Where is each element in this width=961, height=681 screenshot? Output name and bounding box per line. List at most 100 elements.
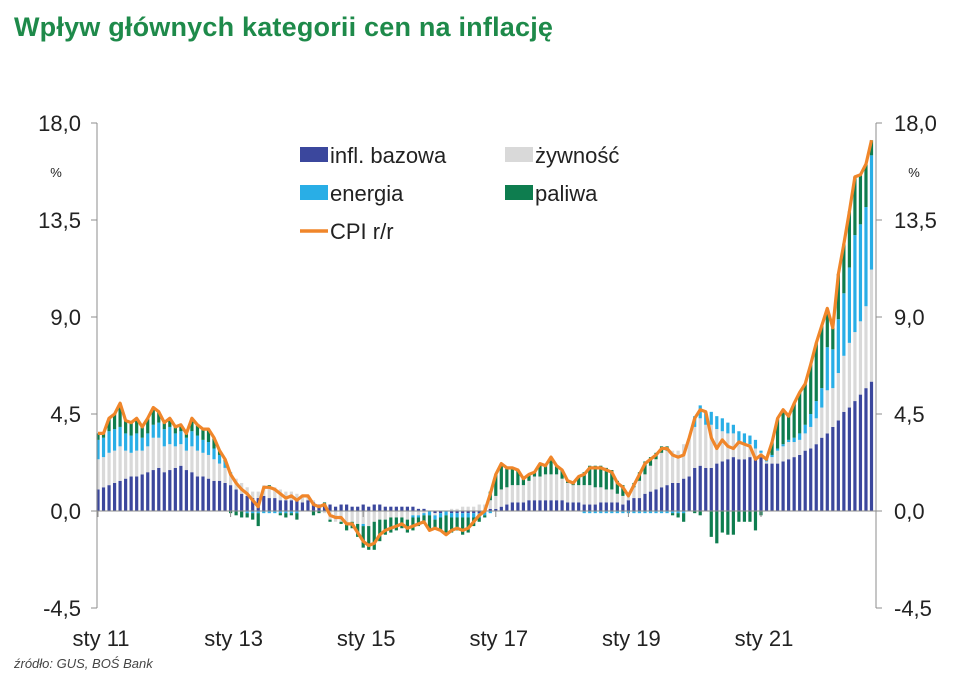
bar-food xyxy=(372,511,376,522)
bar-energy xyxy=(599,511,603,514)
bar-core xyxy=(814,444,818,511)
bar-energy xyxy=(853,235,857,333)
bar-food xyxy=(461,506,465,511)
bar-energy xyxy=(582,511,586,514)
bar-fuel xyxy=(582,472,586,486)
bar-core xyxy=(560,500,564,511)
bar-core xyxy=(571,502,575,511)
bar-energy xyxy=(118,426,122,447)
bar-core xyxy=(300,502,305,511)
bar-food xyxy=(549,474,553,501)
bar-food xyxy=(494,495,498,509)
bar-food xyxy=(864,306,868,389)
bar-food xyxy=(847,342,851,408)
bar-core xyxy=(853,401,857,511)
y-tick-label-right: 13,5 xyxy=(894,208,937,233)
bar-energy xyxy=(604,511,608,514)
bar-food xyxy=(831,388,835,427)
bar-fuel xyxy=(798,392,802,434)
bar-food xyxy=(195,450,200,477)
bar-core xyxy=(775,463,780,511)
bar-core xyxy=(162,472,166,511)
bar-core xyxy=(146,472,150,511)
bar-energy xyxy=(483,511,487,516)
bar-food xyxy=(731,433,735,458)
bar-fuel xyxy=(748,511,752,522)
bar-food xyxy=(472,506,476,511)
bar-food xyxy=(809,426,813,449)
bar-fuel xyxy=(317,511,321,514)
bar-food xyxy=(101,457,106,488)
bar-energy xyxy=(179,431,183,445)
bar-energy xyxy=(648,511,653,514)
bar-food xyxy=(720,431,724,462)
bar-food xyxy=(245,487,249,496)
bar-core xyxy=(742,459,747,511)
bar-energy xyxy=(267,511,271,514)
bar-core xyxy=(847,407,851,511)
bar-food xyxy=(709,424,713,468)
bar-fuel xyxy=(284,513,288,518)
bar-core xyxy=(112,482,117,511)
legend: infl. bazowa żywność energia paliwa CPI r/r xyxy=(300,143,619,244)
bar-core xyxy=(842,411,846,511)
bar-food xyxy=(477,504,481,511)
bar-food xyxy=(566,482,570,503)
bar-fuel xyxy=(295,513,299,520)
bar-fuel xyxy=(394,517,398,531)
bar-core xyxy=(101,487,106,511)
bar-fuel xyxy=(715,511,719,544)
bar-food xyxy=(737,442,741,460)
bar-energy xyxy=(107,431,111,453)
bar-energy xyxy=(593,511,597,514)
bar-fuel xyxy=(787,416,791,440)
bar-food xyxy=(118,446,122,481)
bar-food xyxy=(151,437,155,471)
bar-core xyxy=(803,450,807,511)
bar-fuel xyxy=(411,517,415,531)
bar-fuel xyxy=(422,515,426,524)
bar-energy xyxy=(124,433,128,451)
bar-food xyxy=(742,444,747,460)
bar-food xyxy=(223,467,227,483)
bar-core xyxy=(234,489,238,511)
bar-core xyxy=(792,457,796,511)
bar-food xyxy=(217,463,222,481)
bar-core xyxy=(809,448,813,511)
bar-food xyxy=(621,495,625,505)
bar-food xyxy=(781,446,785,462)
bar-energy xyxy=(847,267,851,343)
bar-core xyxy=(676,482,680,511)
bar-core xyxy=(450,511,454,514)
bar-fuel xyxy=(737,511,741,522)
bar-fuel xyxy=(842,243,846,294)
bar-core xyxy=(632,498,636,511)
bar-energy xyxy=(438,513,443,518)
bar-food xyxy=(693,426,697,468)
bar-food xyxy=(764,461,769,464)
bar-fuel xyxy=(339,521,343,524)
bar-energy xyxy=(361,523,365,527)
bar-core xyxy=(554,500,559,511)
chart-title: Wpływ głównych kategorii cen na inflację xyxy=(14,12,554,42)
bar-fuel xyxy=(847,211,851,268)
bar-energy xyxy=(787,439,791,443)
bar-fuel xyxy=(505,467,509,488)
bar-energy xyxy=(466,513,470,518)
bar-energy xyxy=(461,513,465,518)
bar-core xyxy=(372,504,376,511)
bar-energy xyxy=(195,435,200,451)
bar-core xyxy=(339,504,343,511)
bar-fuel xyxy=(726,511,730,535)
bar-food xyxy=(350,511,354,522)
bar-energy xyxy=(621,511,625,514)
bar-core xyxy=(124,478,128,511)
bar-core xyxy=(217,480,222,511)
bar-food xyxy=(521,485,526,503)
bar-core xyxy=(251,498,255,511)
y-tick-label-left: 9,0 xyxy=(50,305,81,330)
x-tick-label: sty 11 xyxy=(72,626,129,651)
legend-swatch xyxy=(505,185,533,200)
bar-energy xyxy=(759,450,763,453)
bar-core xyxy=(284,500,288,511)
